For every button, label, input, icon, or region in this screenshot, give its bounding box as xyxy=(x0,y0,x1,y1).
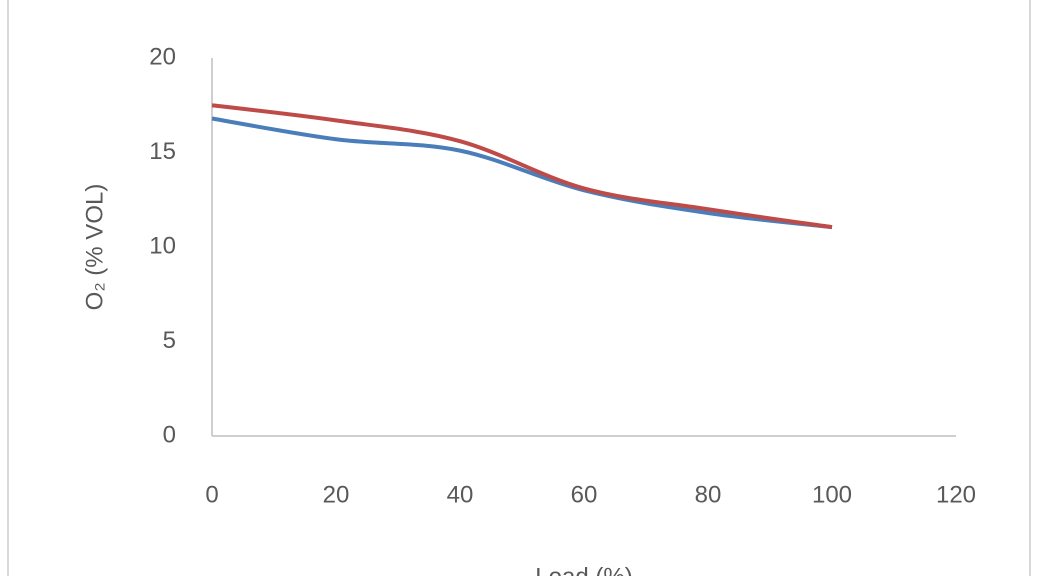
x-tick-label: 0 xyxy=(205,481,218,508)
y-tick-label: 15 xyxy=(149,138,176,165)
series-line xyxy=(211,103,833,230)
y-tick-label: 5 xyxy=(163,327,176,354)
x-axis-label: Load (%) xyxy=(535,563,632,576)
x-tick-label: 80 xyxy=(695,481,722,508)
x-tick-label: 60 xyxy=(571,481,598,508)
x-tick-label: 100 xyxy=(812,481,852,508)
series-line xyxy=(211,116,833,230)
x-tick-label: 120 xyxy=(936,481,976,508)
chart-frame xyxy=(7,0,1031,576)
y-axis-label: O₂ (% VOL) xyxy=(81,184,108,311)
y-tick-label: 0 xyxy=(163,421,176,448)
y-tick-label: 20 xyxy=(149,43,176,70)
x-tick-label: 40 xyxy=(447,481,474,508)
x-tick-label: 20 xyxy=(323,481,350,508)
y-tick-label: 10 xyxy=(149,232,176,259)
